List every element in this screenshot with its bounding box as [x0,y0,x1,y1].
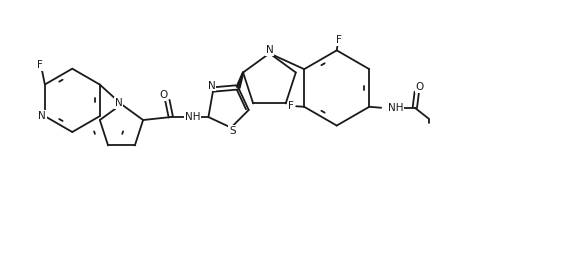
Text: N: N [265,45,273,55]
Text: NH: NH [388,103,403,113]
Text: NH: NH [185,112,201,122]
Text: N: N [115,98,123,108]
Text: S: S [229,126,236,136]
Text: N: N [38,111,46,121]
Text: F: F [336,36,342,46]
Text: O: O [159,90,167,100]
Text: O: O [415,82,424,92]
Text: F: F [288,101,295,111]
Text: N: N [208,81,215,91]
Text: F: F [37,60,43,70]
